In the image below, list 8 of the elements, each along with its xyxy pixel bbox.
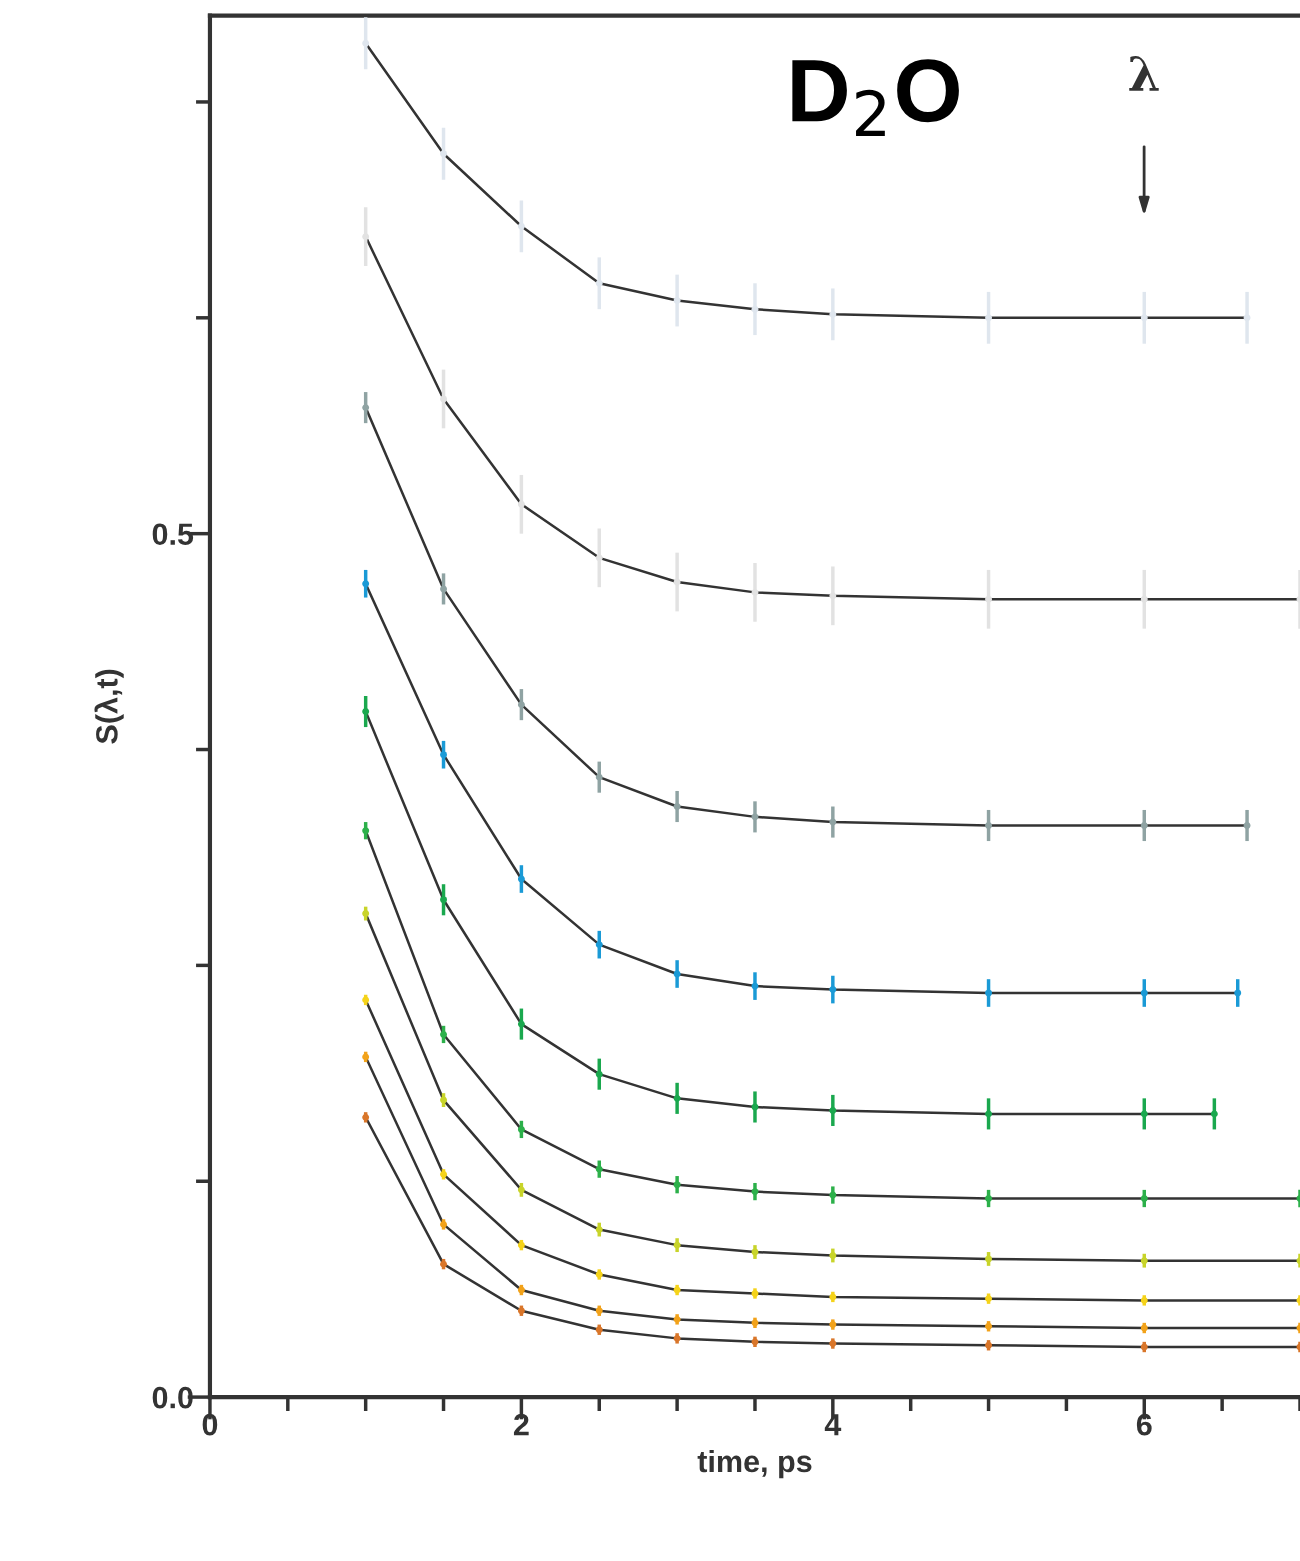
annotation: λ xyxy=(1129,55,1159,91)
y-tick-label: 0.0 xyxy=(152,1386,193,1409)
x-axis-title: time, ps xyxy=(697,1449,812,1479)
y-axis-title: S(λ,t) xyxy=(94,669,124,744)
annotation: D$_{2}$O xyxy=(792,59,959,136)
y-tick-label: 0.5 xyxy=(152,523,194,546)
x-tick-label: 0 xyxy=(202,1413,218,1436)
x-tick-label: 4 xyxy=(824,1414,842,1436)
